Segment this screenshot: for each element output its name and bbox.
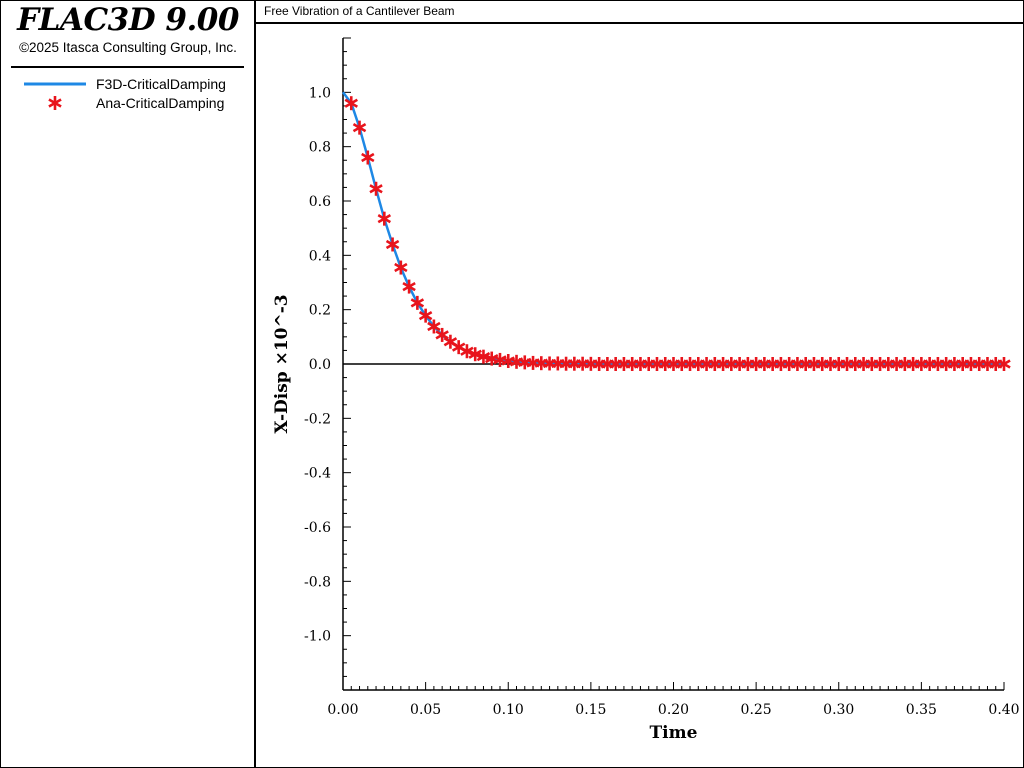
y-tick-label: 0.8 — [309, 140, 331, 156]
x-tick-label: 0.30 — [823, 702, 854, 718]
y-tick-label: 0.4 — [309, 248, 331, 264]
legend-label-f3d: F3D-CriticalDamping — [96, 76, 226, 92]
asterisk-stroke — [460, 346, 474, 356]
ana-point — [476, 349, 491, 364]
f3d-curve — [342, 91, 1004, 366]
x-tick-label: 0.10 — [493, 702, 524, 718]
x-axis-title: Time — [650, 723, 698, 743]
y-tick-label: -0.4 — [304, 466, 331, 482]
y-tick-label: -0.2 — [304, 411, 331, 427]
y-tick-label: -0.8 — [304, 574, 331, 590]
ana-point — [468, 347, 482, 362]
asterisk-stroke — [344, 98, 358, 108]
series-ana-points — [344, 96, 1011, 371]
asterisk-stroke — [394, 262, 408, 273]
ana-point — [427, 319, 441, 334]
x-tick-label: 0.35 — [906, 702, 937, 718]
ana-point — [402, 279, 416, 294]
ana-point — [394, 260, 408, 275]
legend-divider — [11, 66, 244, 68]
y-axis-title: X-Disp ×10^-3 — [272, 294, 292, 433]
x-tick-label: 0.00 — [327, 702, 358, 718]
x-tick-label: 0.40 — [988, 702, 1019, 718]
series-f3d-line — [342, 91, 1004, 366]
legend-line-icon — [24, 82, 86, 86]
asterisk-stroke — [377, 214, 392, 224]
asterisk-stroke — [427, 321, 441, 332]
copyright-text: ©2025 Itasca Consulting Group, Inc. — [19, 40, 237, 55]
ana-point — [418, 308, 433, 323]
x-tick-label: 0.25 — [741, 702, 772, 718]
asterisk-stroke — [361, 152, 375, 163]
asterisk-stroke — [443, 337, 458, 347]
chart-area: 1.0 0.8 0.6 0.4 0.2 0.0 -0.2 -0.4 -0.6 -0.8 -1.0 0.… — [272, 37, 1020, 743]
y-tick-label: 0.0 — [309, 357, 331, 373]
ana-point — [410, 295, 425, 310]
asterisk-stroke — [369, 184, 383, 194]
legend-label-ana: Ana-CriticalDamping — [96, 95, 225, 111]
asterisk-stroke — [451, 342, 466, 352]
ana-point — [344, 96, 358, 111]
legend-panel: FLAC3D 9.00 ©2025 Itasca Consulting Grou… — [0, 0, 256, 768]
ana-point — [361, 150, 375, 165]
asterisk-stroke — [476, 352, 491, 362]
y-tick-label: 0.6 — [309, 194, 331, 210]
plot-title: Free Vibration of a Cantilever Beam — [264, 4, 455, 18]
app-title: FLAC3D 9.00 — [17, 2, 239, 38]
ana-point — [460, 344, 474, 359]
asterisk-stroke — [385, 239, 400, 250]
y-tick-label: -0.6 — [304, 520, 331, 536]
ana-point — [352, 120, 367, 135]
asterisk-stroke — [435, 330, 449, 340]
ana-point — [369, 181, 383, 196]
x-tick-label: 0.05 — [410, 702, 441, 718]
y-tick-label: -1.0 — [304, 629, 331, 645]
ana-point — [377, 211, 392, 226]
asterisk-stroke — [997, 359, 1011, 369]
asterisk-stroke — [352, 123, 367, 133]
axes: 1.0 0.8 0.6 0.4 0.2 0.0 -0.2 -0.4 -0.6 -0.8 -1.0 0.… — [304, 37, 1020, 718]
asterisk-stroke — [418, 311, 433, 321]
legend-asterisk-icon — [48, 96, 62, 110]
asterisk-stroke — [48, 98, 62, 108]
legend-item-f3d: F3D-CriticalDamping — [0, 75, 256, 93]
x-tick-label: 0.20 — [658, 702, 689, 718]
asterisk-stroke — [410, 298, 425, 308]
x-tick-label: 0.15 — [575, 702, 606, 718]
ana-point — [385, 237, 400, 252]
ana-point — [997, 357, 1011, 371]
legend-item-ana: Ana-CriticalDamping — [0, 94, 256, 112]
ana-point — [435, 327, 449, 342]
y-tick-label: 0.2 — [309, 303, 331, 319]
y-tick-label: 1.0 — [309, 85, 331, 101]
asterisk-stroke — [468, 349, 482, 359]
asterisk-stroke — [402, 281, 416, 292]
plot-title-bar: Free Vibration of a Cantilever Beam — [256, 0, 1024, 24]
